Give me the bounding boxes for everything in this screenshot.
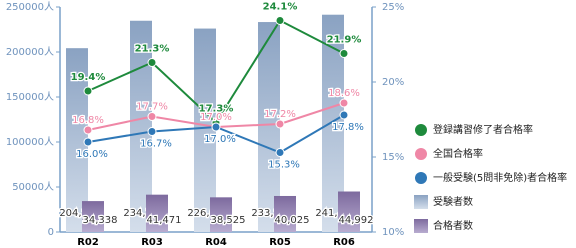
- legend-marker: [415, 148, 427, 160]
- point-value-label: 16.7%: [140, 139, 172, 150]
- x-tick-label: R04: [205, 237, 227, 248]
- point: [83, 86, 93, 96]
- bar-value-label: 34,338: [83, 215, 118, 226]
- bar-value-label: 38,525: [211, 215, 246, 226]
- x-tick-label: R02: [77, 237, 99, 248]
- y2-tick-label: 15%: [382, 152, 404, 163]
- bar: [322, 14, 344, 233]
- y-tick-label: 200000人: [6, 46, 54, 58]
- y-tick-label: 150000人: [6, 91, 54, 103]
- bar: [194, 28, 216, 233]
- legend-marker: [414, 195, 428, 209]
- x-tick-label: R05: [269, 237, 291, 248]
- bar: [82, 201, 104, 232]
- y2-tick-label: 10%: [382, 227, 404, 238]
- point-value-label: 21.9%: [327, 35, 362, 46]
- point: [211, 122, 221, 132]
- point: [147, 112, 157, 121]
- point: [83, 137, 93, 147]
- y-tick-label: 0: [48, 227, 54, 238]
- bar: [146, 194, 168, 232]
- y2-tick-label: 20%: [382, 77, 404, 88]
- point: [339, 110, 349, 120]
- point-value-label: 17.0%: [204, 134, 236, 145]
- point-value-label: 16.8%: [72, 115, 104, 126]
- point: [147, 127, 157, 136]
- point-value-label: 21.3%: [135, 44, 170, 55]
- legend-label: 登録講習修了者合格率: [433, 123, 533, 136]
- point: [275, 16, 285, 25]
- point-value-label: 16.0%: [76, 149, 108, 160]
- point: [275, 148, 285, 157]
- legend-label: 全国合格率: [433, 147, 483, 160]
- point: [275, 119, 285, 129]
- y-tick-label: 250000人: [6, 1, 54, 13]
- bar: [66, 48, 88, 232]
- point: [147, 58, 157, 67]
- point: [83, 125, 93, 135]
- x-tick-label: R03: [141, 237, 163, 248]
- bar-value-label: 44,992: [339, 215, 374, 226]
- point: [339, 49, 349, 58]
- point: [339, 98, 349, 108]
- point-value-label: 17.2%: [264, 109, 296, 120]
- bar: [338, 191, 360, 232]
- point-value-label: 17.7%: [136, 102, 168, 113]
- y-tick-label: 100000人: [6, 136, 54, 148]
- y2-tick-label: 25%: [382, 2, 404, 13]
- legend-marker: [415, 124, 427, 136]
- legend-marker: [415, 172, 427, 184]
- point-value-label: 18.6%: [328, 88, 360, 99]
- bar: [210, 197, 232, 232]
- y-tick-label: 50000人: [12, 181, 54, 193]
- legend-label: 合格者数: [433, 219, 473, 232]
- bar: [258, 22, 280, 232]
- point-value-label: 15.3%: [268, 160, 300, 171]
- legend-label: 一般受験(5問非免除)者合格率: [433, 171, 567, 184]
- bar: [274, 195, 296, 232]
- bar: [130, 20, 152, 232]
- legend-label: 受験者数: [433, 195, 473, 208]
- point-value-label: 24.1%: [263, 2, 298, 13]
- point-value-label: 17.0%: [200, 112, 232, 123]
- bar-value-label: 40,025: [275, 215, 310, 226]
- legend-marker: [414, 219, 428, 233]
- point-value-label: 19.4%: [71, 72, 106, 83]
- point-value-label: 17.3%: [199, 104, 234, 115]
- bar-value-label: 41,471: [147, 215, 182, 226]
- point-value-label: 17.8%: [332, 122, 364, 133]
- x-tick-label: R06: [333, 237, 355, 248]
